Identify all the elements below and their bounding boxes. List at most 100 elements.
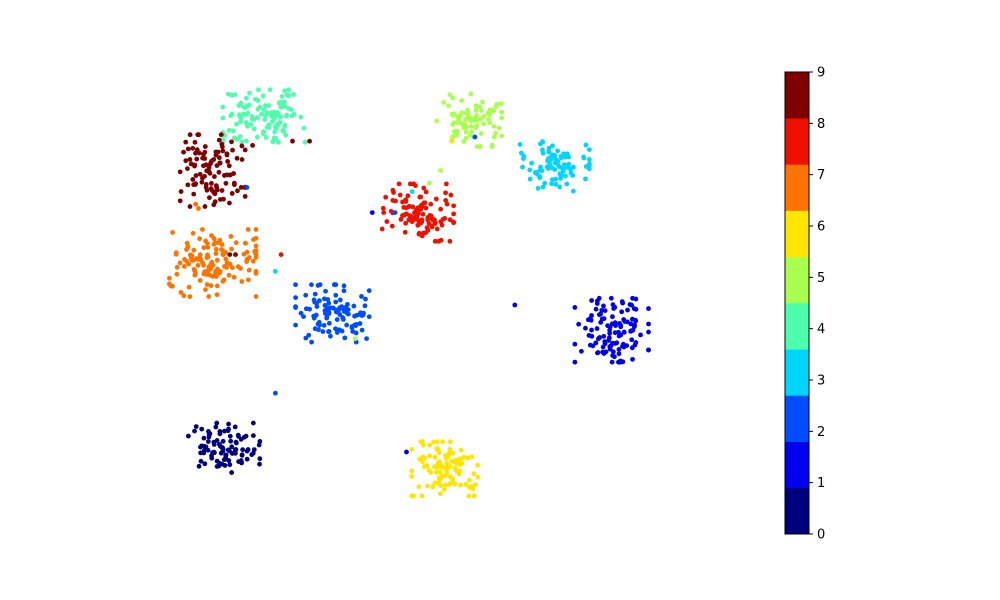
scatter-point-8 [447, 238, 453, 244]
scatter-point-0 [220, 438, 226, 444]
scatter-point-2 [323, 288, 328, 294]
scatter-point-9 [307, 138, 312, 144]
scatter-point-7 [173, 251, 179, 257]
scatter-point-9 [185, 182, 191, 188]
scatter-point-5 [461, 125, 467, 131]
scatter-point-3 [570, 164, 576, 170]
scatter-point-4 [243, 138, 249, 144]
scatter-point-9 [191, 191, 197, 197]
scatter-point-6 [409, 473, 415, 479]
scatter-point-4 [254, 115, 260, 120]
scatter-point-6 [432, 454, 438, 460]
scatter-point-3 [537, 175, 543, 181]
scatter-point-5 [474, 123, 480, 129]
scatter-point-9 [212, 174, 217, 179]
scatter-point-3 [517, 142, 523, 147]
scatter-point-9 [227, 252, 233, 257]
scatter-point-7 [193, 201, 199, 207]
scatter-point-1 [646, 321, 651, 327]
scatter-point-2 [340, 315, 346, 320]
scatter-point-1 [646, 329, 651, 335]
scatter-point-7 [181, 263, 187, 269]
scatter-point-6 [409, 468, 415, 474]
scatter-point-3 [562, 165, 568, 171]
scatter-point-6 [420, 454, 426, 460]
scatter-point-0 [201, 435, 207, 441]
scatter-point-6 [420, 459, 425, 465]
scatter-point-0 [193, 424, 199, 429]
scatter-point-7 [244, 249, 250, 255]
scatter-point-0 [232, 424, 238, 430]
scatter-point-8 [418, 194, 424, 200]
scatter-point-7 [197, 236, 203, 242]
scatter-point-8 [448, 192, 454, 198]
scatter-point-9 [226, 163, 232, 169]
scatter-point-8 [402, 229, 408, 235]
scatter-point-4 [255, 106, 261, 112]
scatter-point-2 [344, 310, 350, 316]
scatter-point-9 [199, 179, 205, 185]
scatter-point-4 [238, 119, 244, 125]
scatter-point-5 [447, 92, 453, 98]
scatter-point-4 [231, 128, 236, 134]
scatter-point-5 [426, 180, 432, 186]
scatter-point-7 [206, 294, 212, 299]
scatter-point-9 [218, 132, 224, 138]
scatter-point-2 [349, 325, 355, 331]
scatter-point-6 [450, 450, 456, 456]
scatter-point-9 [200, 175, 205, 181]
scatter-point-2 [325, 297, 331, 302]
scatter-point-7 [213, 251, 219, 256]
scatter-point-9 [190, 145, 196, 151]
scatter-point-9 [221, 173, 227, 178]
scatter-point-8 [434, 226, 440, 232]
scatter-point-4 [282, 88, 287, 94]
scatter-point-2 [307, 306, 312, 312]
scatter-point-4 [277, 114, 283, 120]
scatter-point-9 [235, 188, 240, 194]
scatter-point-5 [499, 115, 505, 121]
scatter-point-4 [256, 87, 261, 93]
scatter-point-5 [499, 133, 505, 139]
scatter-point-1 [369, 210, 375, 216]
scatter-point-8 [383, 194, 389, 200]
scatter-point-5 [474, 113, 479, 119]
scatter-point-8 [407, 181, 413, 187]
scatter-point-1 [589, 298, 595, 303]
scatter-point-1 [607, 330, 613, 336]
scatter-point-7 [201, 262, 206, 268]
scatter-point-6 [435, 439, 440, 445]
scatter-point-0 [240, 447, 246, 453]
scatter-point-7 [185, 244, 191, 250]
scatter-point-7 [168, 283, 174, 289]
scatter-point-6 [437, 491, 443, 497]
scatter-point-8 [428, 201, 434, 207]
scatter-point-2 [314, 304, 320, 310]
scatter-point-8 [393, 198, 398, 204]
scatter-point-2 [306, 332, 312, 338]
scatter-point-2 [337, 297, 343, 303]
scatter-point-1 [576, 321, 582, 327]
scatter-point-1 [619, 309, 625, 315]
scatter-point-1 [601, 333, 607, 339]
scatter-point-5 [352, 336, 358, 341]
scatter-point-7 [186, 261, 192, 267]
scatter-point-2 [315, 321, 321, 327]
colorbar: 0 1 2 3 4 5 6 7 8 9 [784, 66, 825, 543]
scatter-point-1 [512, 302, 518, 308]
scatter-point-9 [234, 155, 240, 161]
scatter-point-0 [233, 447, 239, 452]
scatter-point-5 [485, 117, 491, 122]
scatter-point-2 [353, 323, 359, 328]
scatter-point-4 [243, 95, 249, 101]
scatter-point-4 [269, 113, 275, 119]
scatter-point-5 [468, 118, 473, 124]
scatter-point-9 [207, 195, 212, 201]
scatter-point-2 [293, 295, 298, 300]
scatter-point-4 [255, 98, 261, 103]
scatter-point-3 [557, 184, 562, 190]
scatter-point-6 [419, 493, 425, 499]
scatter-point-6 [458, 447, 464, 453]
scatter-point-1 [616, 347, 622, 352]
